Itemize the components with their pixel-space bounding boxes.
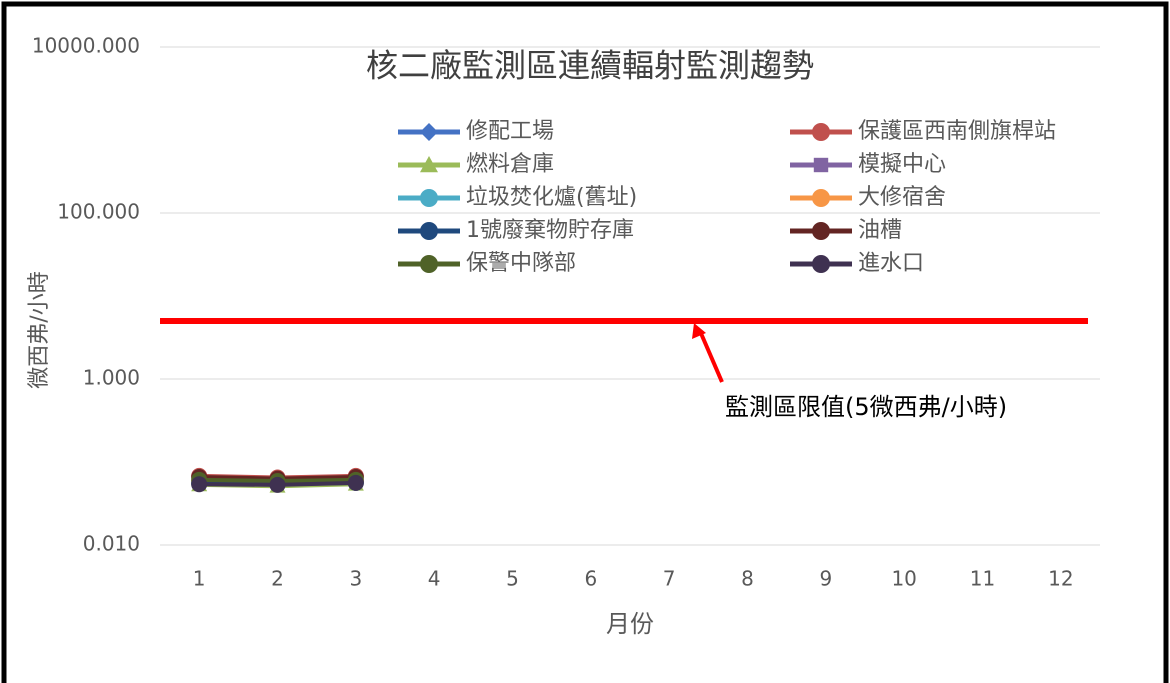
annotation-arrowhead	[692, 322, 706, 339]
x-axis-label: 月份	[606, 610, 654, 638]
y-tick-label: 10000.000	[32, 34, 140, 58]
legend-marker	[812, 189, 830, 207]
legend-label: 油槽	[858, 218, 902, 243]
x-tick-label: 10	[891, 567, 916, 591]
y-tick-label: 1.000	[83, 366, 140, 390]
x-tick-label: 3	[349, 567, 362, 591]
legend-label: 大修宿舍	[858, 185, 946, 210]
annotation-arrow	[698, 330, 724, 383]
legend-marker	[420, 189, 438, 207]
x-tick-label: 5	[506, 567, 519, 591]
x-tick-label: 1	[193, 567, 206, 591]
x-tick-label: 4	[428, 567, 441, 591]
legend-marker	[812, 222, 830, 240]
x-tick-label: 9	[819, 567, 832, 591]
legend-label: 燃料倉庫	[466, 152, 554, 177]
y-axis-label: 微西弗/小時	[27, 271, 52, 388]
legend-marker	[420, 255, 438, 273]
x-tick-label: 7	[663, 567, 676, 591]
data-point	[191, 476, 208, 493]
x-tick-label: 11	[970, 567, 995, 591]
x-tick-label: 8	[741, 567, 754, 591]
y-tick-label: 100.000	[57, 200, 140, 224]
x-tick-label: 2	[271, 567, 284, 591]
legend-marker	[812, 123, 830, 141]
legend-marker	[420, 222, 438, 240]
legend-marker	[420, 123, 438, 141]
legend-label: 1號廢棄物貯存庫	[466, 218, 634, 243]
chart-title: 核二廠監測區連續輻射監測趨勢	[366, 47, 814, 85]
legend-marker	[812, 255, 830, 273]
legend-label: 保護區西南側旗桿站	[858, 119, 1056, 144]
legend-label: 進水口	[858, 251, 924, 276]
legend-marker	[420, 156, 438, 173]
x-tick-label: 12	[1048, 567, 1073, 591]
data-point	[347, 474, 364, 491]
legend-label: 模擬中心	[858, 152, 946, 177]
legend-label: 修配工場	[466, 119, 554, 144]
y-tick-label: 0.010	[83, 532, 140, 556]
legend-label: 垃圾焚化爐(舊址)	[466, 185, 637, 210]
x-tick-label: 6	[584, 567, 597, 591]
legend-marker	[813, 157, 829, 173]
annotation: 監測區限值(5微西弗/小時)	[725, 393, 1007, 421]
data-point	[269, 476, 286, 493]
legend-label: 保警中隊部	[466, 251, 576, 276]
